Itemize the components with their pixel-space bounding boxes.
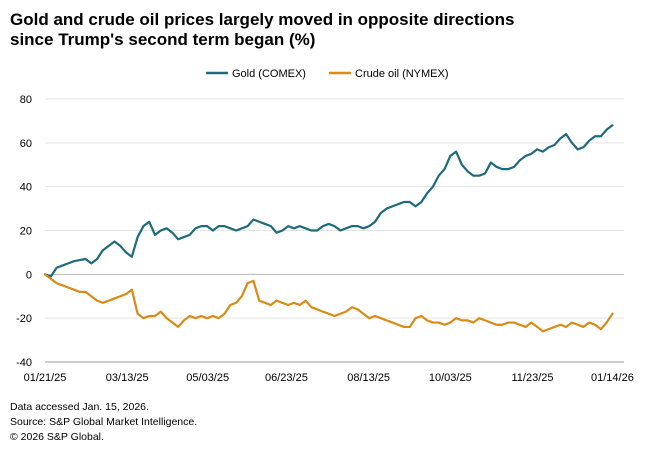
chart-title-line-1: Gold and crude oil prices largely moved … <box>10 10 515 29</box>
footnote-source: Source: S&P Global Market Intelligence. <box>10 416 198 428</box>
x-tick-label: 01/14/26 <box>591 372 634 384</box>
x-tick-label: 05/03/25 <box>186 372 229 384</box>
y-tick-label: -20 <box>16 313 32 325</box>
series-line-crude-oil <box>43 273 614 333</box>
y-tick-label: 0 <box>26 269 32 281</box>
y-tick-label: 60 <box>20 138 32 150</box>
x-tick-label: 08/13/25 <box>347 372 390 384</box>
legend-label-0: Gold (COMEX) <box>232 68 306 80</box>
x-tick-label: 10/03/25 <box>429 372 472 384</box>
footnote-copyright: © 2026 S&P Global. <box>10 431 104 443</box>
chart-title: Gold and crude oil prices largely moved … <box>10 10 650 50</box>
y-tick-label: 20 <box>20 226 32 238</box>
series-line-gold <box>43 124 614 278</box>
x-tick-label: 01/21/25 <box>24 372 67 384</box>
x-tick-label: 11/23/25 <box>512 372 554 384</box>
y-tick-label: -40 <box>16 357 32 369</box>
legend-label-1: Crude oil (NYMEX) <box>355 68 449 80</box>
y-tick-label: 40 <box>20 182 32 194</box>
footnotes: Data accessed Jan. 15, 2026. Source: S&P… <box>10 400 197 445</box>
x-tick-label: 03/13/25 <box>106 372 149 384</box>
footnote-data-accessed: Data accessed Jan. 15, 2026. <box>10 401 149 413</box>
chart-title-line-2: since Trump's second term began (%) <box>10 30 316 49</box>
y-tick-label: 80 <box>20 94 32 106</box>
x-tick-label: 06/23/25 <box>265 372 308 384</box>
